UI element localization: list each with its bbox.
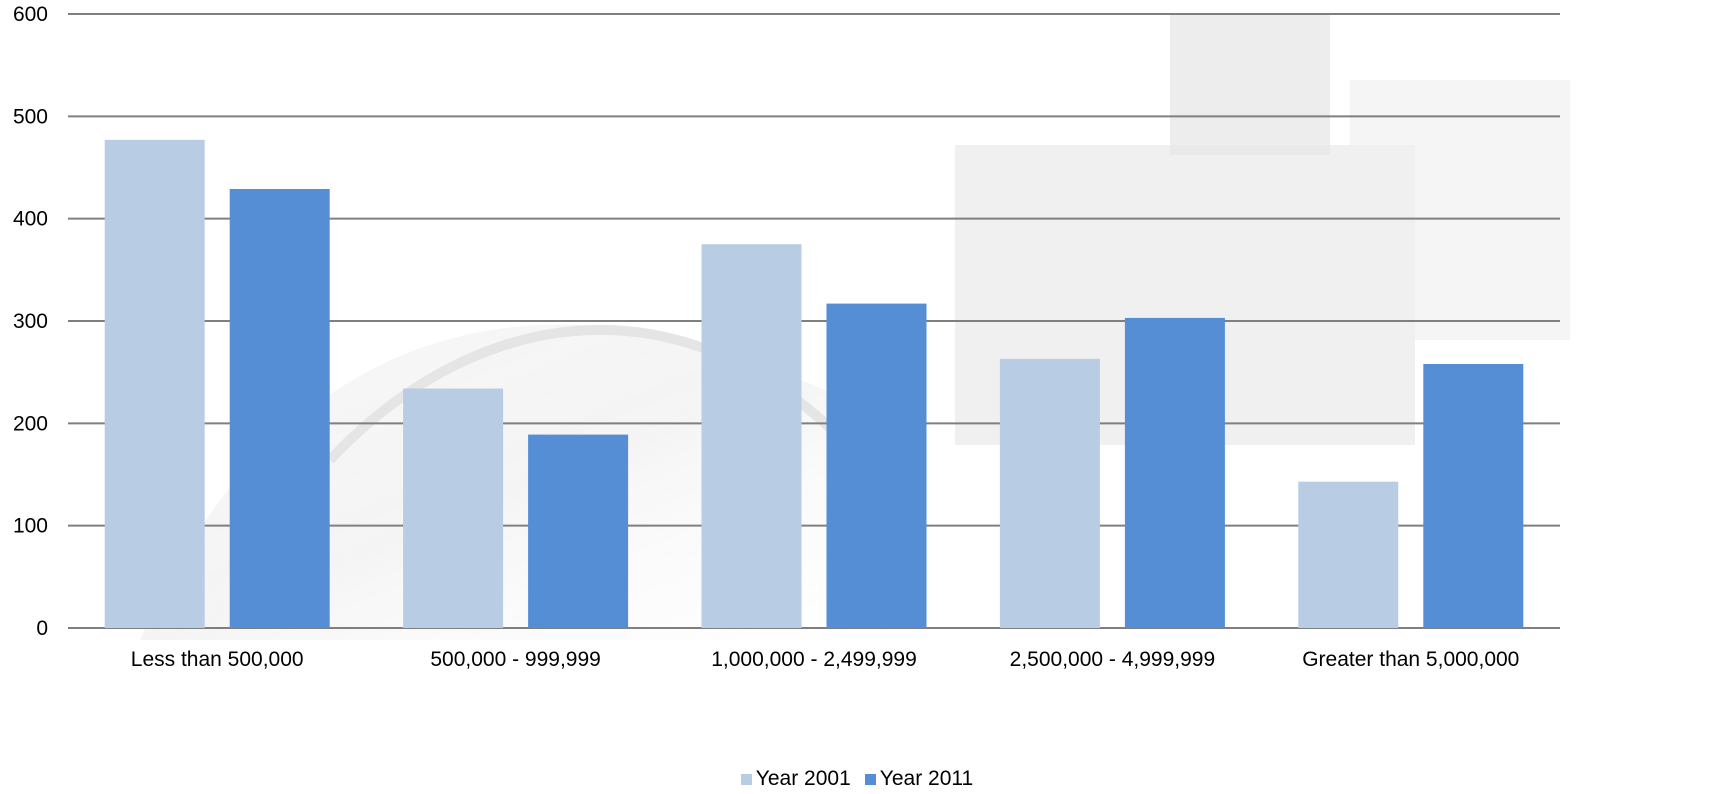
bar-year-2011-1 <box>528 434 629 628</box>
legend-swatch-2011 <box>864 773 876 785</box>
legend-label-2001: Year 2001 <box>755 767 851 790</box>
legend-item-2011: Year 2011 <box>864 767 974 791</box>
bar-year-2001-2 <box>701 244 802 628</box>
bar-year-2011-3 <box>1124 317 1225 628</box>
legend-label-2011: Year 2011 <box>879 767 974 790</box>
bars <box>104 139 1524 629</box>
y-tick-label: 200 <box>13 412 48 435</box>
y-tick-label: 300 <box>13 310 48 333</box>
bar-year-2001-3 <box>999 358 1100 628</box>
bar-year-2001-4 <box>1298 481 1399 628</box>
y-tick-label: 400 <box>13 208 48 231</box>
x-category-label: 2,500,000 - 4,999,999 <box>1010 648 1216 671</box>
y-axis-ticks: 0 100 200 300 400 500 600 <box>13 3 48 640</box>
x-category-label: Greater than 5,000,000 <box>1302 648 1519 671</box>
bar-year-2011-2 <box>826 303 927 628</box>
bar-year-2011-4 <box>1423 363 1524 628</box>
y-tick-label: 0 <box>36 617 48 640</box>
y-tick-label: 100 <box>13 515 48 538</box>
legend-swatch-2001 <box>740 773 752 785</box>
legend: Year 2001 Year 2011 <box>0 764 1714 794</box>
y-tick-label: 600 <box>13 3 48 26</box>
bar-year-2001-0 <box>104 139 205 628</box>
y-tick-label: 500 <box>13 105 48 128</box>
x-category-label: 500,000 - 999,999 <box>430 648 600 671</box>
x-category-label: 1,000,000 - 2,499,999 <box>711 648 917 671</box>
legend-item-2001: Year 2001 <box>740 767 851 791</box>
bar-year-2011-0 <box>229 188 330 629</box>
x-category-label: Less than 500,000 <box>131 648 304 671</box>
bar-year-2001-1 <box>403 388 504 628</box>
x-axis-labels: Less than 500,000 500,000 - 999,999 1,000,… <box>131 648 1520 671</box>
